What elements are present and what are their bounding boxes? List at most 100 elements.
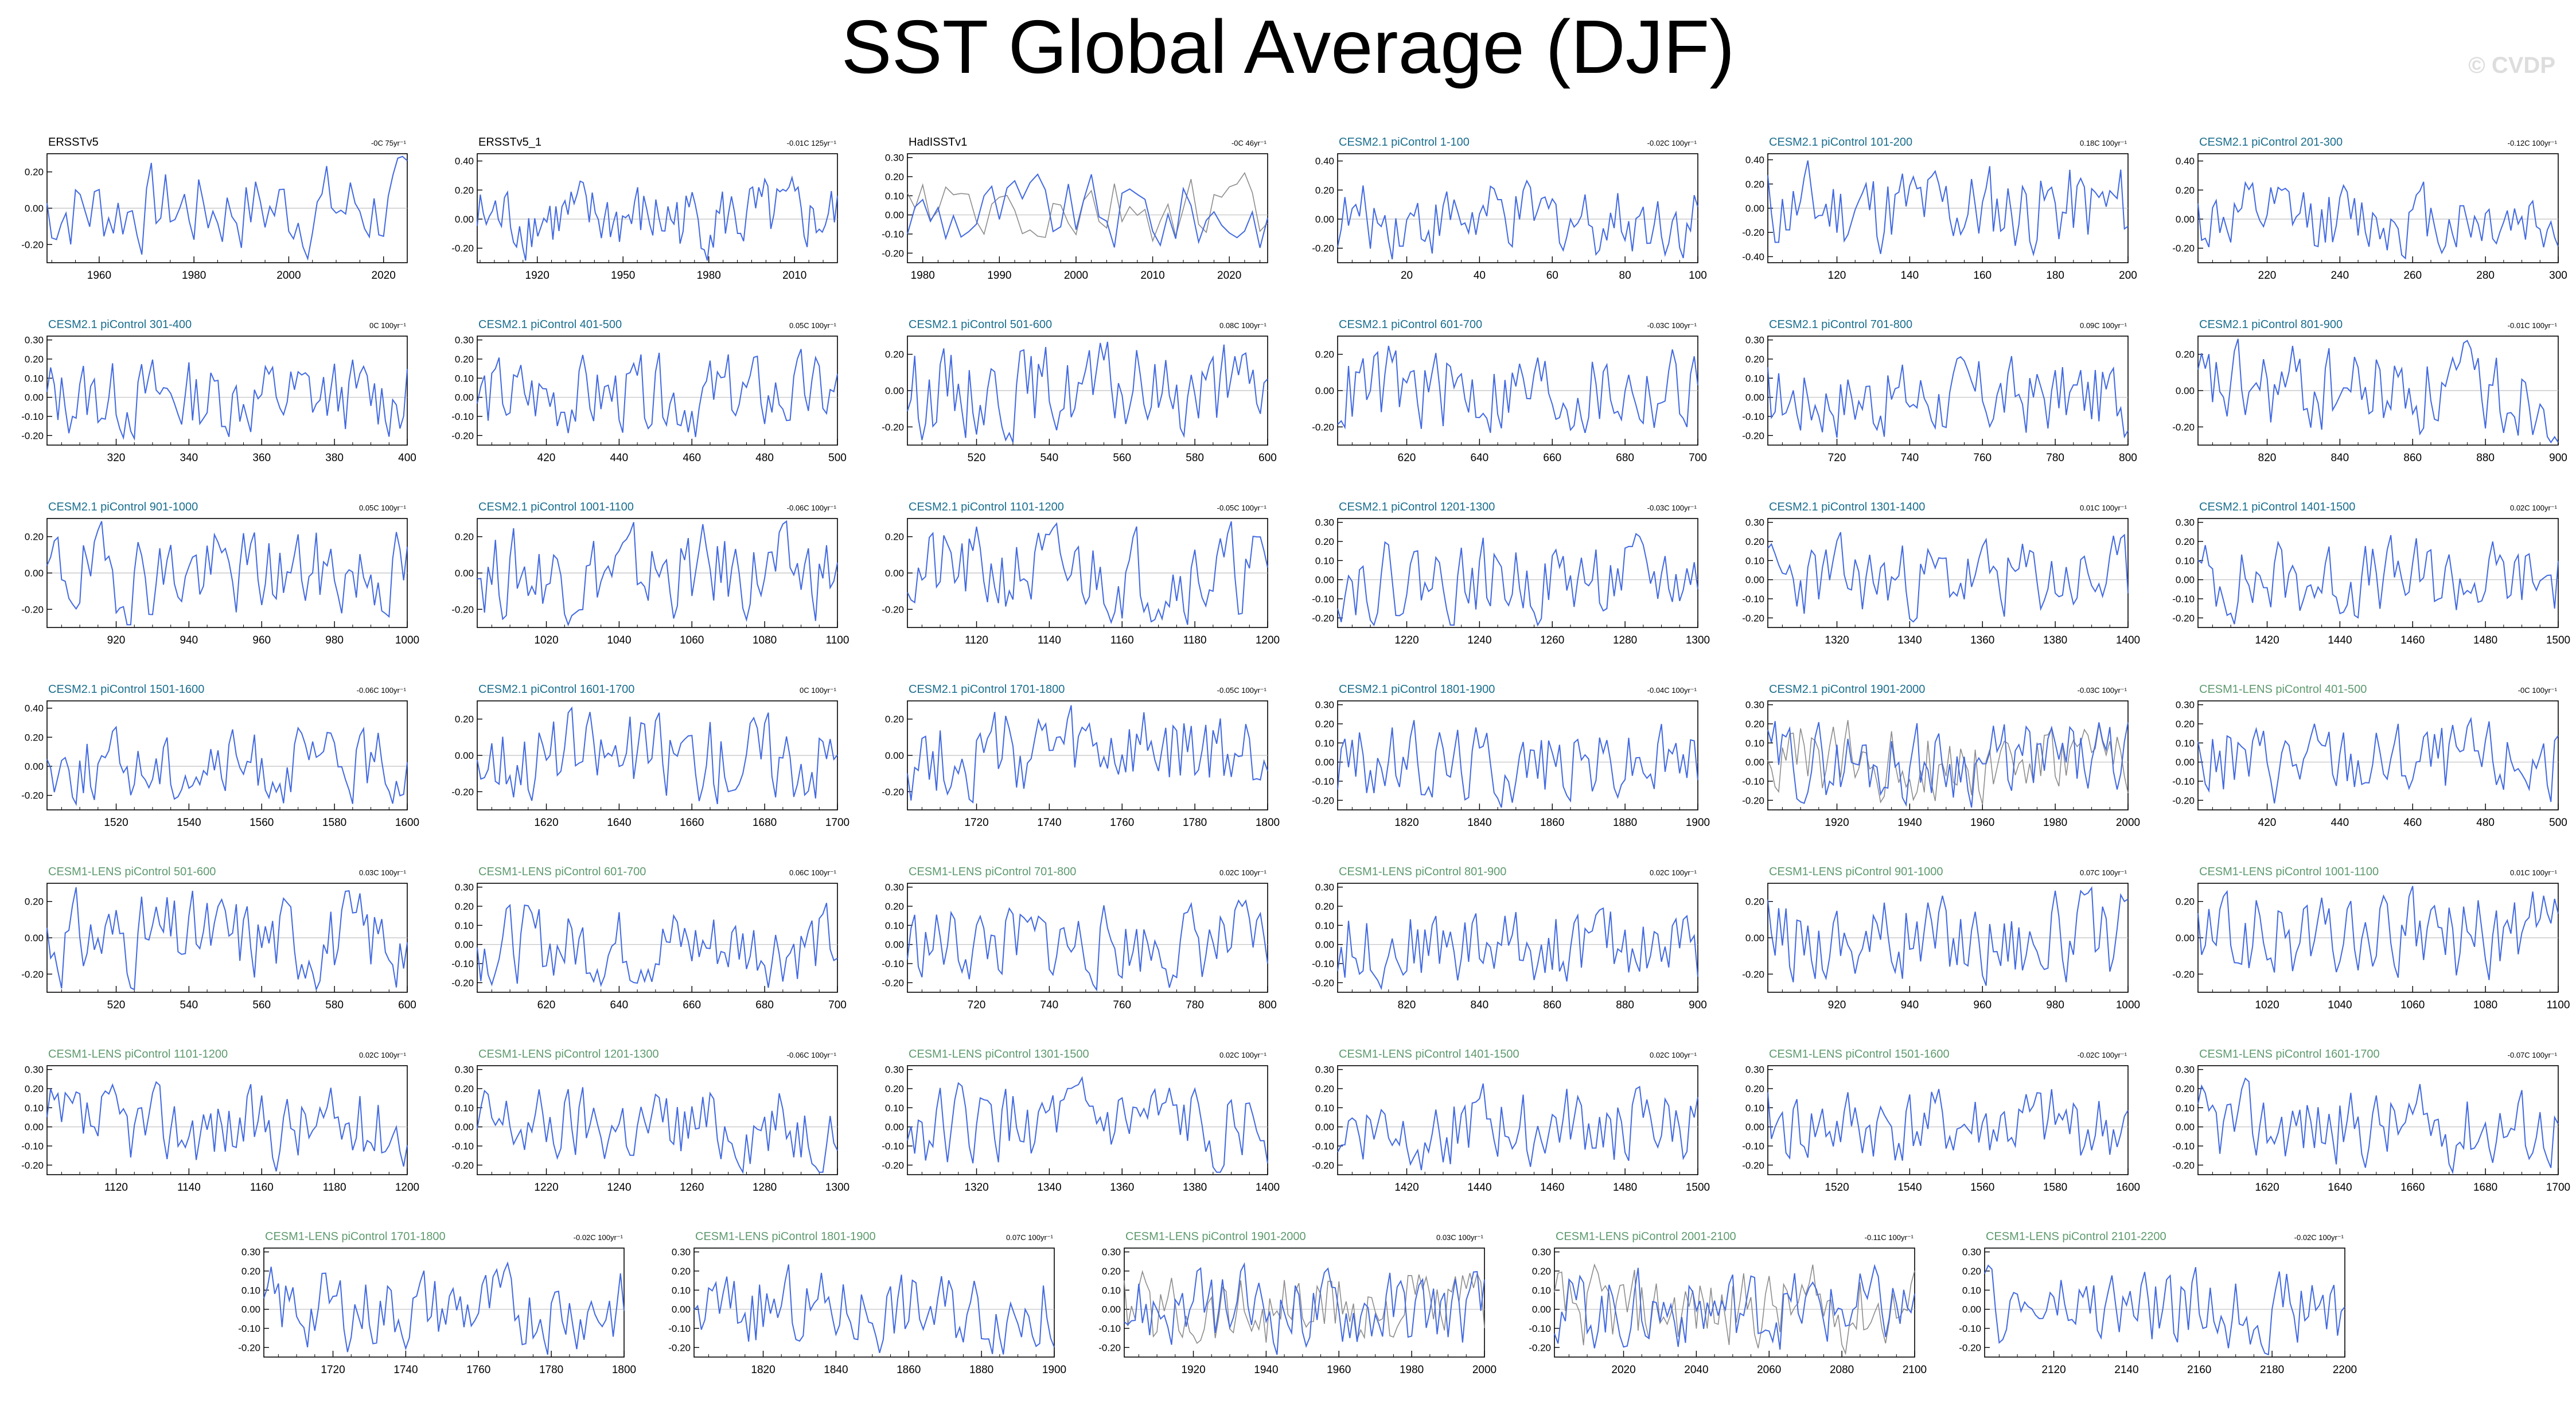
panel-title: CESM1-LENS piControl 601-700 xyxy=(478,866,646,878)
x-tick-label: 720 xyxy=(968,999,986,1011)
x-tick-label: 1920 xyxy=(525,270,550,282)
series-line xyxy=(2197,535,2559,625)
y-tick-label: 0.20 xyxy=(1962,1266,1981,1277)
y-tick-label: 0.00 xyxy=(455,750,474,761)
x-tick-label: 280 xyxy=(2476,270,2495,282)
x-tick-label: 1560 xyxy=(1970,1182,1994,1194)
panel-31: CESM1-LENS piControl 1101-1200 0.02C 100y… xyxy=(21,1048,419,1194)
x-tick-label: 420 xyxy=(537,452,556,464)
panel-trend-label: -0.06C 100yr⁻¹ xyxy=(787,1051,837,1059)
y-tick-label: 0.10 xyxy=(1315,1102,1334,1113)
x-tick-label: 1320 xyxy=(964,1182,988,1194)
y-tick-label: 0.00 xyxy=(672,1304,691,1315)
x-tick-label: 340 xyxy=(180,452,198,464)
plot-frame xyxy=(1337,883,1698,993)
y-tick-label: 0.00 xyxy=(1102,1304,1121,1315)
x-tick-label: 920 xyxy=(1828,999,1846,1011)
plot-frame xyxy=(477,1065,838,1175)
y-tick-label: 0.20 xyxy=(25,732,44,743)
panel-35: CESM1-LENS piControl 1501-1600 -0.02C 100… xyxy=(1742,1048,2140,1194)
x-tick-label: 880 xyxy=(1616,999,1634,1011)
x-tick-label: 1820 xyxy=(751,1364,775,1376)
y-tick-label: -0.10 xyxy=(1098,1323,1121,1334)
x-tick-label: 1980 xyxy=(2043,817,2067,829)
x-tick-label: 960 xyxy=(252,634,271,646)
x-tick-label: 660 xyxy=(1543,452,1561,464)
y-tick-label: 0.20 xyxy=(1315,901,1334,912)
x-tick-label: 2020 xyxy=(372,270,396,282)
x-tick-label: 860 xyxy=(2403,452,2422,464)
x-tick-label: 2000 xyxy=(276,270,301,282)
x-tick-label: 860 xyxy=(1543,999,1561,1011)
y-tick-label: -0.20 xyxy=(1312,613,1334,623)
plot-frame xyxy=(1554,1248,1915,1358)
x-tick-label: 880 xyxy=(2476,452,2495,464)
y-tick-label: -0.20 xyxy=(2172,613,2195,623)
x-tick-label: 1040 xyxy=(607,634,631,646)
x-tick-label: 2040 xyxy=(1684,1364,1708,1376)
y-tick-label: 0.00 xyxy=(1962,1304,1981,1315)
panel-trend-label: 0.02C 100yr⁻¹ xyxy=(1650,1051,1697,1059)
series-line xyxy=(46,359,408,441)
y-tick-label: -0.20 xyxy=(2172,1160,2195,1171)
series-line-secondary xyxy=(1124,1270,1485,1344)
x-tick-label: 1420 xyxy=(2255,634,2279,646)
x-tick-label: 1740 xyxy=(1037,817,1061,829)
y-tick-label: 0.10 xyxy=(885,190,904,201)
y-tick-label: -0.20 xyxy=(238,1342,260,1353)
x-tick-label: 100 xyxy=(1689,270,1707,282)
x-tick-label: 820 xyxy=(1398,999,1416,1011)
y-tick-label: -0.10 xyxy=(21,411,44,422)
series-line xyxy=(1337,1083,1698,1171)
x-tick-label: 2000 xyxy=(1472,1364,1497,1376)
x-tick-label: 1520 xyxy=(104,817,128,829)
y-tick-label: 0.30 xyxy=(1532,1247,1551,1258)
plot-frame xyxy=(2197,1065,2559,1175)
panel-33: CESM1-LENS piControl 1301-1500 0.02C 100y… xyxy=(882,1048,1280,1194)
panel-trend-label: 0.02C 100yr⁻¹ xyxy=(1219,868,1267,877)
plot-frame xyxy=(1337,518,1698,628)
y-tick-label: -0.40 xyxy=(1742,251,1764,262)
x-tick-label: 1020 xyxy=(2255,999,2279,1011)
y-tick-label: 0.20 xyxy=(1745,354,1764,365)
y-tick-label: 0.20 xyxy=(885,349,904,360)
y-tick-label: -0.20 xyxy=(451,604,474,615)
y-tick-label: 0.00 xyxy=(1745,933,1764,944)
y-tick-label: 0.20 xyxy=(1532,1266,1551,1277)
x-tick-label: 1880 xyxy=(1613,817,1637,829)
y-tick-label: 0.00 xyxy=(1745,392,1764,403)
y-tick-label: 0.20 xyxy=(1315,1083,1334,1094)
panel-title: CESM2.1 piControl 101-200 xyxy=(1769,136,1912,149)
panel-11: CESM2.1 piControl 701-800 0.09C 100yr⁻¹ -0… xyxy=(1742,318,2137,464)
y-tick-label: 0.40 xyxy=(455,156,474,167)
y-tick-label: 0.00 xyxy=(1745,575,1764,586)
y-tick-label: 0.20 xyxy=(1745,719,1764,730)
panel-trend-label: 0.02C 100yr⁻¹ xyxy=(1650,868,1697,877)
x-tick-label: 2140 xyxy=(2114,1364,2138,1376)
y-tick-label: -0.20 xyxy=(21,430,44,441)
plot-frame xyxy=(1337,700,1698,810)
panel-trend-label: -0.06C 100yr⁻¹ xyxy=(357,686,407,695)
y-tick-label: 0.20 xyxy=(25,532,44,543)
x-tick-label: 1680 xyxy=(2473,1182,2497,1194)
x-tick-label: 1640 xyxy=(607,817,631,829)
y-tick-label: 0.00 xyxy=(25,203,44,214)
panel-title: CESM1-LENS piControl 1701-1800 xyxy=(265,1230,446,1243)
x-tick-label: 1980 xyxy=(911,270,935,282)
y-tick-label: 0.20 xyxy=(2176,349,2195,360)
x-tick-label: 240 xyxy=(2331,270,2349,282)
x-tick-label: 900 xyxy=(1689,999,1707,1011)
y-tick-label: 0.00 xyxy=(2176,575,2195,586)
series-line xyxy=(907,705,1268,804)
x-tick-label: 620 xyxy=(537,999,556,1011)
series-line xyxy=(2197,181,2559,260)
plot-frame xyxy=(907,153,1268,263)
panel-title: CESM2.1 piControl 1201-1300 xyxy=(1339,501,1495,513)
x-tick-label: 360 xyxy=(252,452,271,464)
x-tick-label: 1440 xyxy=(1467,1182,1491,1194)
x-tick-label: 1160 xyxy=(1110,634,1134,646)
y-tick-label: 0.20 xyxy=(25,354,44,365)
plot-frame xyxy=(477,883,838,993)
y-tick-label: -0.20 xyxy=(882,248,904,259)
panel-title: CESM2.1 piControl 1001-1100 xyxy=(478,501,634,513)
